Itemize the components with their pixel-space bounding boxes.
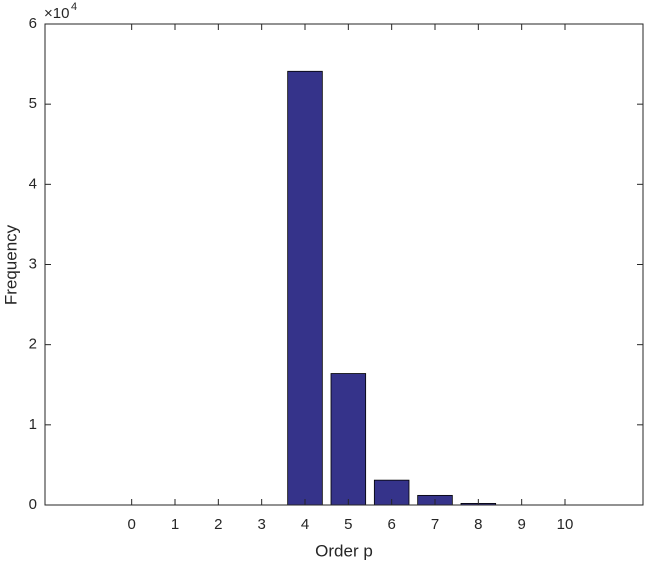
x-tick-label: 1 <box>171 516 179 533</box>
y-axis-label: Frequency <box>1 224 20 305</box>
bar <box>287 70 323 506</box>
x-tick-label: 10 <box>557 516 574 533</box>
y-tick-label: 2 <box>29 336 37 353</box>
x-tick-label: 3 <box>257 516 265 533</box>
x-tick-label: 5 <box>344 516 352 533</box>
x-axis-label: Order p <box>315 541 373 560</box>
y-tick-label: 3 <box>29 255 37 272</box>
x-tick-label: 9 <box>517 516 525 533</box>
y-tick-label: 6 <box>29 15 37 32</box>
y-tick-label: 4 <box>29 175 37 192</box>
y-exponent-base: ×10 <box>44 5 69 22</box>
x-tick-label: 4 <box>301 516 309 533</box>
y-exponent-power: 4 <box>71 1 77 13</box>
y-tick-label: 5 <box>29 95 37 112</box>
x-tick-label: 0 <box>127 516 135 533</box>
x-tick-label: 2 <box>214 516 222 533</box>
y-tick-label: 0 <box>29 496 37 513</box>
x-tick-label: 7 <box>431 516 439 533</box>
x-tick-label: 6 <box>387 516 395 533</box>
bar <box>330 373 367 506</box>
x-tick-label: 8 <box>474 516 482 533</box>
y-tick-label: 1 <box>29 416 37 433</box>
